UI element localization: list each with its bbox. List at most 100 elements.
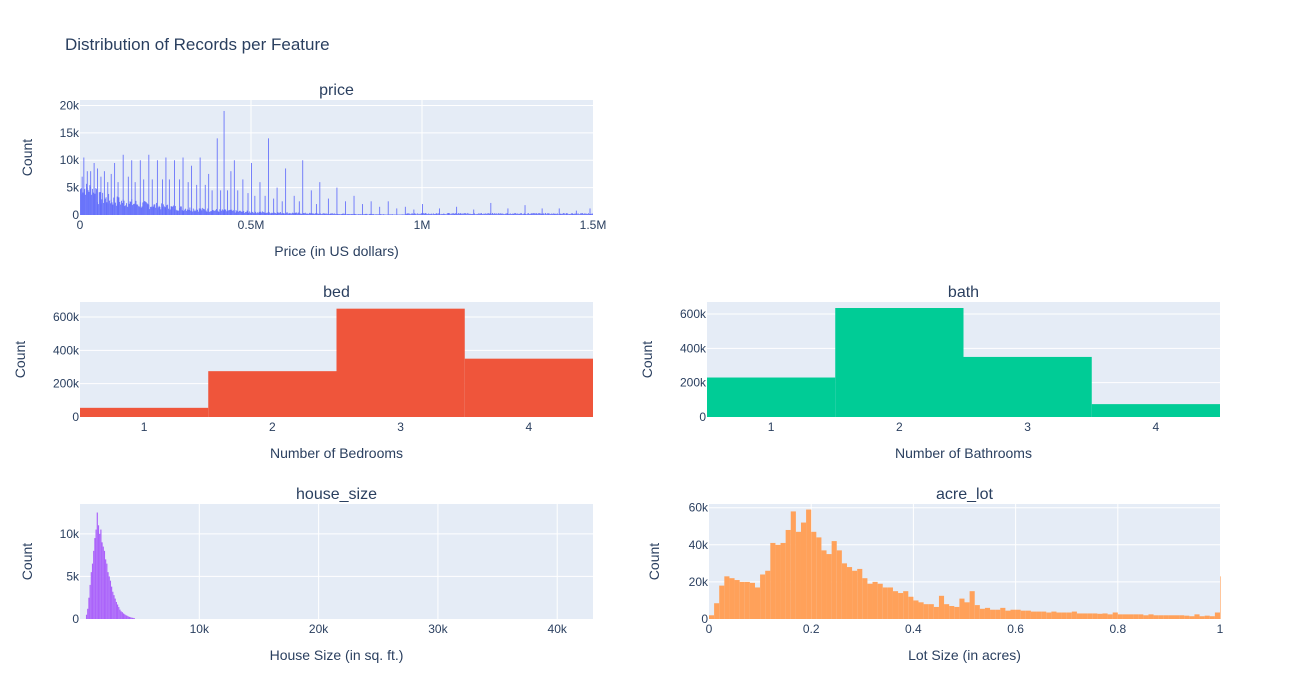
- bar: [150, 206, 152, 215]
- bar: [416, 213, 418, 215]
- bar: [118, 197, 120, 215]
- bar: [463, 213, 464, 215]
- bar: [221, 210, 222, 215]
- bar: [719, 585, 725, 619]
- bar: [440, 213, 442, 215]
- bar: [505, 213, 507, 215]
- bar: [109, 580, 112, 619]
- bar-spike: [103, 171, 105, 215]
- bar: [240, 211, 242, 215]
- bar-spike: [114, 162, 116, 215]
- bar: [496, 213, 498, 215]
- bar: [1036, 611, 1042, 619]
- bar-spike: [387, 201, 389, 215]
- bar: [145, 202, 147, 215]
- bar-spike: [268, 138, 269, 215]
- bar: [835, 308, 964, 417]
- y-tick-label: 600k: [53, 310, 80, 324]
- bar: [317, 213, 319, 215]
- bar: [520, 213, 522, 215]
- bar: [248, 212, 250, 215]
- bar: [197, 211, 199, 215]
- x-tick-label: 4: [1153, 420, 1160, 434]
- bar: [184, 209, 186, 215]
- bar: [115, 202, 116, 215]
- bar: [203, 209, 205, 215]
- bar: [1107, 614, 1113, 619]
- bar: [335, 214, 337, 215]
- bar: [159, 206, 161, 215]
- bar: [410, 214, 411, 215]
- bar: [334, 213, 336, 215]
- bar: [581, 213, 582, 215]
- bar: [508, 214, 510, 215]
- bar: [227, 210, 229, 215]
- bar: [429, 214, 431, 215]
- bar: [1163, 615, 1169, 619]
- y-axis-title: Count: [646, 543, 662, 580]
- bar: [533, 213, 535, 215]
- bar-spike: [293, 195, 295, 215]
- bar: [1189, 616, 1195, 619]
- bar: [428, 213, 430, 215]
- bar: [119, 609, 121, 619]
- bar: [557, 213, 558, 215]
- bar: [118, 607, 120, 619]
- bar: [178, 210, 180, 215]
- x-axis-title: House Size (in sq. ft.): [270, 647, 404, 663]
- bar: [385, 214, 387, 215]
- bar: [347, 214, 349, 215]
- bar: [519, 213, 521, 215]
- bar: [262, 212, 264, 215]
- bar: [795, 531, 801, 619]
- bar: [542, 213, 544, 215]
- bar: [437, 214, 439, 215]
- bar: [249, 211, 251, 215]
- bar: [475, 214, 476, 215]
- y-tick-label: 40k: [689, 538, 709, 552]
- bar: [1051, 611, 1057, 619]
- bar: [101, 542, 103, 619]
- bar: [724, 576, 730, 619]
- bar: [355, 214, 357, 215]
- bar: [548, 213, 550, 215]
- bar-spike: [107, 182, 109, 215]
- bar: [465, 213, 467, 215]
- bar: [372, 214, 374, 215]
- bar: [207, 208, 209, 215]
- bar: [531, 213, 533, 215]
- bar: [483, 213, 485, 215]
- bar: [363, 214, 365, 215]
- bar: [280, 213, 282, 215]
- bar: [338, 214, 340, 215]
- bar: [1066, 612, 1072, 619]
- bar: [367, 214, 369, 215]
- bar-spike: [122, 154, 124, 215]
- x-tick-label: 2: [269, 420, 276, 434]
- bar: [307, 213, 309, 215]
- bar: [304, 212, 306, 215]
- bar: [346, 213, 348, 215]
- bar: [265, 213, 267, 215]
- x-tick-label: 10k: [190, 622, 210, 636]
- bar: [867, 583, 873, 619]
- bar: [234, 212, 236, 215]
- bar: [561, 213, 563, 215]
- bar: [501, 214, 503, 215]
- bar: [371, 214, 373, 215]
- bar: [262, 211, 263, 215]
- bar: [95, 529, 97, 619]
- bar: [928, 604, 934, 619]
- bar: [556, 213, 558, 215]
- bar: [336, 308, 465, 417]
- bar: [127, 206, 128, 215]
- bar: [212, 209, 214, 215]
- bar-spike: [81, 176, 83, 215]
- bar: [130, 201, 132, 215]
- bar: [115, 601, 117, 619]
- bar: [523, 213, 525, 215]
- bar: [441, 214, 443, 215]
- bar: [373, 213, 375, 215]
- bar: [1214, 612, 1220, 619]
- bar-spike: [139, 160, 141, 215]
